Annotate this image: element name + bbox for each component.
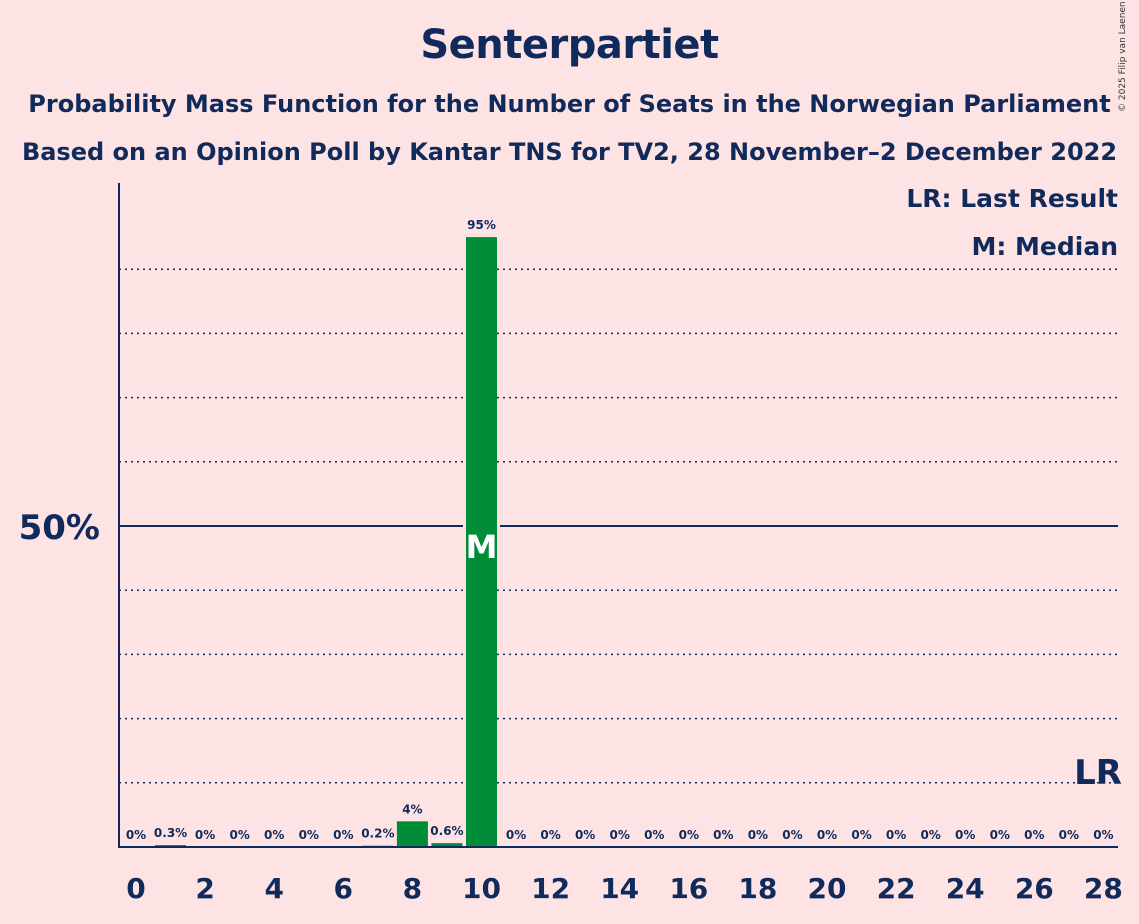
last-result-marker: LR [1074, 753, 1122, 793]
x-tick-label: 28 [1084, 872, 1123, 905]
bar-value-label: 0% [1059, 828, 1079, 842]
bar-value-label: 0.3% [154, 826, 187, 840]
bar-value-label: 0% [782, 828, 802, 842]
bar-value-label: 0% [851, 828, 871, 842]
x-tick-label: 2 [195, 872, 214, 905]
bar-value-label: 0% [713, 828, 733, 842]
bar-value-label: 0% [610, 828, 630, 842]
x-tick-label: 24 [946, 872, 985, 905]
bar-value-label: 0% [333, 828, 353, 842]
bar-seat-8 [396, 821, 428, 847]
x-tick-label: 14 [600, 872, 639, 905]
bar-value-label: 0% [1093, 828, 1113, 842]
x-tick-label: 8 [403, 872, 422, 905]
x-tick-label: 6 [334, 872, 353, 905]
bar-value-label: 0% [195, 828, 215, 842]
bar-value-label: 0% [575, 828, 595, 842]
x-tick-label: 0 [126, 872, 145, 905]
bar-value-label: 0% [1024, 828, 1044, 842]
bar-value-label: 0% [920, 828, 940, 842]
bar-value-label: 0% [644, 828, 664, 842]
bar-seat-10 [466, 237, 497, 848]
x-tick-label: 18 [738, 872, 777, 905]
bar-value-label: 4% [402, 802, 422, 816]
chart-source: Based on an Opinion Poll by Kantar TNS f… [21, 138, 1118, 166]
bar-value-label: 0% [126, 828, 146, 842]
x-tick-label: 22 [877, 872, 916, 905]
x-tick-label: 20 [808, 872, 847, 905]
bar-value-label: 0.6% [430, 824, 463, 838]
bar-value-label: 0% [990, 828, 1010, 842]
bar-value-label: 0% [679, 828, 699, 842]
chart-subtitle: Probability Mass Function for the Number… [28, 90, 1111, 118]
bar-value-label: 0% [817, 828, 837, 842]
x-tick-label: 4 [264, 872, 283, 905]
bar-value-label: 0% [264, 828, 284, 842]
bar-value-label: 0% [886, 828, 906, 842]
bar-value-label: 0% [229, 828, 249, 842]
legend-median: M: Median [971, 232, 1118, 261]
x-tick-label: 12 [531, 872, 570, 905]
x-tick-label: 16 [669, 872, 708, 905]
bar-value-label: 0% [540, 828, 560, 842]
x-tick-label: 26 [1015, 872, 1054, 905]
bar-value-label: 0.2% [361, 827, 394, 841]
y-tick-label: 50% [19, 508, 100, 548]
bar-value-label: 0% [506, 828, 526, 842]
median-marker: M [466, 528, 498, 566]
bar-value-label: 95% [467, 218, 496, 232]
bar-value-label: 0% [955, 828, 975, 842]
legend-last-result: LR: Last Result [906, 184, 1118, 213]
bar-value-label: 0% [299, 828, 319, 842]
bar-value-label: 0% [748, 828, 768, 842]
bar-seat-9 [431, 843, 463, 847]
x-tick-label: 10 [462, 872, 501, 905]
chart-title: Senterpartiet [420, 22, 719, 68]
